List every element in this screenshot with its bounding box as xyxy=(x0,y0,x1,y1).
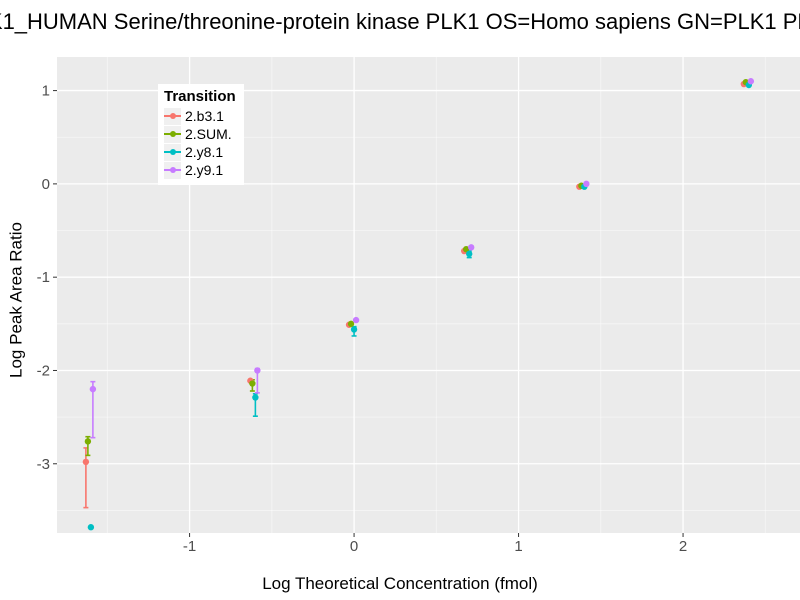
y-axis-tick-label: 0 xyxy=(42,176,50,193)
legend-item: 2.y8.1 xyxy=(164,143,236,161)
x-axis-tick-label: 0 xyxy=(350,538,358,555)
legend-item-label: 2.b3.1 xyxy=(185,108,224,124)
legend-key-glyph xyxy=(164,143,181,161)
legend-rows: 2.b3.1 2.SUM. 2.y8.1 2.y9.1 xyxy=(164,107,236,179)
data-point xyxy=(350,326,358,333)
data-point xyxy=(347,320,355,328)
y-axis-tick-label: 1 xyxy=(42,83,50,100)
legend-item: 2.SUM. xyxy=(164,125,236,143)
legend-item-label: 2.SUM. xyxy=(185,126,232,142)
legend-item: 2.y9.1 xyxy=(164,161,236,179)
data-point xyxy=(463,245,470,253)
legend-item: 2.b3.1 xyxy=(164,107,236,125)
x-axis-tick-label: -1 xyxy=(183,538,196,555)
data-point xyxy=(84,438,92,445)
legend-item-label: 2.y9.1 xyxy=(185,162,224,178)
legend-key-glyph xyxy=(164,161,181,179)
chart-title: K1_HUMAN Serine/threonine-protein kinase… xyxy=(0,9,800,34)
data-point xyxy=(468,244,475,251)
y-axis-tick-label: -2 xyxy=(37,362,50,379)
data-point xyxy=(82,458,90,466)
data-point xyxy=(87,524,95,531)
data-point xyxy=(466,250,473,258)
legend-key-glyph xyxy=(164,107,181,125)
data-point xyxy=(352,316,360,324)
y-axis-title: Log Peak Area Ratio xyxy=(6,222,26,378)
data-point xyxy=(583,180,590,188)
legend-title: Transition xyxy=(164,88,236,105)
legend-item-label: 2.y8.1 xyxy=(185,144,224,160)
y-axis-tick-label: -3 xyxy=(37,456,50,473)
data-point xyxy=(249,380,256,387)
x-axis-title: Log Theoretical Concentration (fmol) xyxy=(262,574,538,593)
x-axis-tick-label: 2 xyxy=(679,538,687,555)
y-axis-tick-label: -1 xyxy=(37,269,50,286)
data-point xyxy=(89,385,97,393)
data-point xyxy=(747,78,755,85)
data-point xyxy=(252,394,259,401)
x-axis-tick-label: 1 xyxy=(514,538,522,555)
legend: Transition 2.b3.1 2.SUM. 2.y8.1 2.y9.1 xyxy=(158,84,244,185)
legend-key-glyph xyxy=(164,125,181,143)
data-point xyxy=(254,367,261,374)
